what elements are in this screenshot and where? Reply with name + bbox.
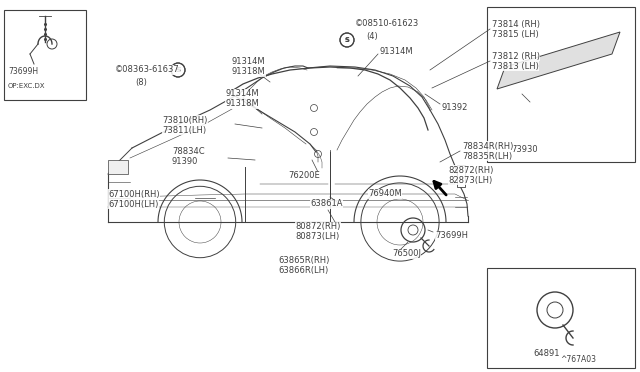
Text: 91318M: 91318M bbox=[225, 99, 259, 109]
Text: 73813 (LH): 73813 (LH) bbox=[492, 61, 539, 71]
Bar bbox=[108, 160, 128, 174]
Bar bbox=[4, 10, 86, 100]
Text: 73810(RH): 73810(RH) bbox=[162, 115, 207, 125]
Text: 73699H: 73699H bbox=[8, 67, 38, 77]
Text: 91392: 91392 bbox=[442, 103, 468, 112]
Text: 78835R(LH): 78835R(LH) bbox=[462, 151, 512, 160]
Text: 76500J: 76500J bbox=[392, 250, 421, 259]
Text: 80872(RH): 80872(RH) bbox=[295, 222, 340, 231]
Text: 76200E: 76200E bbox=[288, 171, 320, 180]
Text: 63865R(RH): 63865R(RH) bbox=[278, 256, 330, 264]
Text: 64891: 64891 bbox=[534, 350, 560, 359]
Text: 73815 (LH): 73815 (LH) bbox=[492, 29, 539, 38]
Bar bbox=[457, 165, 465, 187]
Text: 91314M: 91314M bbox=[380, 48, 413, 57]
Text: S: S bbox=[344, 37, 349, 43]
Text: 91318M: 91318M bbox=[232, 67, 266, 77]
Text: S: S bbox=[345, 38, 349, 42]
Text: 91314M: 91314M bbox=[232, 58, 266, 67]
Text: 91314M: 91314M bbox=[225, 90, 259, 99]
Text: (4): (4) bbox=[366, 32, 378, 41]
Text: ^767A03: ^767A03 bbox=[560, 356, 596, 365]
Text: 73699H: 73699H bbox=[435, 231, 468, 241]
Text: 78834R(RH): 78834R(RH) bbox=[462, 141, 513, 151]
Text: ©08363-61637: ©08363-61637 bbox=[115, 65, 180, 74]
Text: 73812 (RH): 73812 (RH) bbox=[492, 51, 540, 61]
Text: 67100H(LH): 67100H(LH) bbox=[108, 199, 158, 208]
Text: 67100H(RH): 67100H(RH) bbox=[108, 189, 159, 199]
Text: 91390: 91390 bbox=[172, 157, 198, 167]
Text: 78834C: 78834C bbox=[172, 148, 205, 157]
Bar bbox=[487, 7, 635, 162]
Text: 73814 (RH): 73814 (RH) bbox=[492, 19, 540, 29]
Polygon shape bbox=[497, 32, 620, 89]
Text: S: S bbox=[176, 67, 180, 73]
Text: S: S bbox=[175, 67, 180, 73]
Text: 63866R(LH): 63866R(LH) bbox=[278, 266, 328, 275]
Text: (8): (8) bbox=[135, 77, 147, 87]
Text: 76940M: 76940M bbox=[368, 189, 402, 199]
Text: 73811(LH): 73811(LH) bbox=[162, 125, 206, 135]
Text: 80873(LH): 80873(LH) bbox=[295, 232, 339, 241]
Text: OP:EXC.DX: OP:EXC.DX bbox=[8, 83, 45, 89]
Text: ©08510-61623: ©08510-61623 bbox=[355, 19, 419, 29]
Text: 82872(RH): 82872(RH) bbox=[448, 166, 493, 174]
Text: 63861A: 63861A bbox=[310, 199, 342, 208]
Text: 82873(LH): 82873(LH) bbox=[448, 176, 492, 185]
Bar bbox=[487, 268, 635, 368]
Text: 73930: 73930 bbox=[512, 144, 538, 154]
